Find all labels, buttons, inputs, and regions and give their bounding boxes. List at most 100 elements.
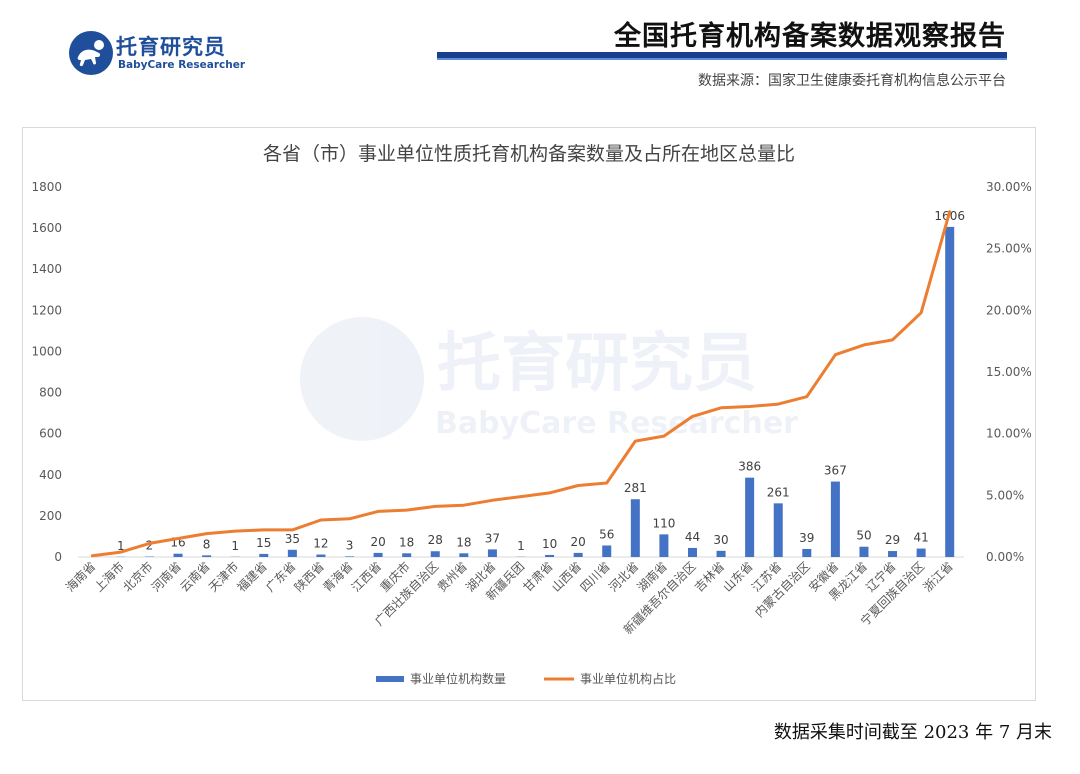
ratio-line [90, 210, 952, 558]
y-left-tick-label: 1800 [31, 180, 62, 194]
footnote: 数据采集时间截至 2023 年 7 月末 [773, 722, 1052, 743]
x-tick-label: 天津市 [205, 559, 241, 595]
bar-value-label: 10 [542, 537, 557, 551]
x-tick-label: 广东省 [263, 559, 298, 594]
bar [659, 534, 669, 557]
bar-value-label: 35 [285, 532, 300, 546]
brand-subtitle: BabyCare Researcher [118, 59, 246, 71]
bar [345, 556, 355, 557]
watermark-logo-icon [300, 317, 424, 441]
bar-value-label: 2 [146, 539, 154, 553]
chart-title: 各省（市）事业单位性质托育机构备案数量及占所在地区总量比 [263, 143, 795, 165]
y-left-tick-label: 400 [39, 468, 62, 482]
bar-value-label: 1 [517, 539, 525, 553]
bar [173, 553, 183, 557]
bar-value-label: 30 [713, 533, 728, 547]
y-left-tick-label: 1000 [31, 344, 62, 358]
x-tick-label: 山东省 [720, 559, 755, 594]
bar [830, 481, 840, 557]
x-tick-label: 北京市 [119, 559, 155, 595]
bar-value-label: 39 [799, 531, 814, 545]
y-right-tick-label: 20.00% [986, 303, 1032, 317]
bar-value-label: 281 [624, 481, 647, 495]
bar [545, 554, 555, 557]
bar [202, 555, 212, 557]
bar-value-label: 18 [399, 535, 414, 549]
watermark-name: 托育研究员 [437, 327, 757, 401]
bar [316, 554, 326, 557]
bar-value-label: 18 [456, 535, 471, 549]
bar [716, 550, 726, 557]
bar [287, 549, 297, 557]
baby-crawling-icon [69, 31, 113, 75]
bar-value-label: 261 [767, 485, 790, 499]
y-left-tick-label: 600 [39, 427, 62, 441]
bar [859, 546, 869, 557]
watermark: 托育研究员 BabyCare Researcher [300, 317, 798, 441]
legend-bar-label: 事业单位机构数量 [410, 671, 506, 686]
data-source: 数据来源：国家卫生健康委托育机构信息公示平台 [698, 73, 1006, 89]
bar [745, 477, 755, 557]
x-tick-label: 甘肃省 [520, 559, 555, 594]
bar [802, 548, 812, 557]
combo-chart: 托育研究员 BabyCare Researcher 各省（市）事业单位性质托育机构备… [31, 143, 1032, 686]
title-underline [437, 52, 1007, 58]
bar-value-label: 15 [256, 536, 271, 550]
bar [487, 549, 497, 557]
y-left-tick-label: 1400 [31, 262, 62, 276]
x-tick-label: 山西省 [549, 559, 584, 594]
x-tick-label: 河北省 [606, 559, 641, 594]
bar [773, 503, 783, 557]
bar-value-label: 386 [738, 460, 761, 474]
bar [945, 226, 955, 557]
bar [573, 552, 583, 557]
bar-value-label: 8 [203, 537, 211, 551]
legend-line-label: 事业单位机构占比 [580, 671, 676, 686]
y-left-tick-label: 0 [54, 550, 62, 564]
bar-value-label: 50 [856, 529, 871, 543]
bar-value-label: 367 [824, 464, 847, 478]
title-underline-accent [437, 58, 1007, 60]
bar [687, 547, 697, 557]
bar-value-label: 29 [885, 533, 900, 547]
legend-bar-swatch [376, 676, 404, 682]
x-tick-label: 贵州省 [435, 559, 470, 594]
bar-value-label: 1 [231, 539, 239, 553]
x-tick-label: 云南省 [177, 559, 213, 595]
x-tick-label: 吉林省 [692, 559, 727, 594]
x-tick-label: 上海市 [91, 559, 127, 595]
bar-value-label: 12 [313, 537, 328, 551]
x-tick-label: 青海省 [320, 559, 356, 595]
y-right-tick-label: 30.00% [986, 180, 1032, 194]
bar-value-label: 37 [485, 531, 500, 545]
y-right-tick-label: 15.00% [986, 365, 1032, 379]
brand-name: 托育研究员 [116, 35, 226, 59]
y-right-tick-label: 0.00% [986, 550, 1024, 564]
bar [373, 552, 383, 557]
report-title: 全国托育机构备案数据观察报告 [614, 21, 1006, 52]
y-left-tick-label: 1600 [31, 221, 62, 235]
x-tick-label: 河南省 [148, 559, 184, 595]
x-tick-label: 江西省 [349, 559, 384, 594]
bar-value-label: 28 [428, 533, 443, 547]
bar-value-label: 56 [599, 527, 614, 541]
bar [430, 551, 440, 557]
bar-value-label: 3 [346, 538, 354, 552]
x-tick-label: 四川省 [577, 559, 612, 594]
brand: 托育研究员 BabyCare Researcher [68, 30, 268, 76]
y-left-tick-label: 800 [39, 386, 62, 400]
bar [916, 548, 926, 557]
bar-value-label: 1 [117, 539, 125, 553]
y-left-tick-label: 1200 [31, 303, 62, 317]
y-right-tick-label: 10.00% [986, 427, 1032, 441]
bar-value-label: 41 [913, 531, 928, 545]
bar [888, 551, 898, 557]
bar-value-label: 44 [685, 530, 700, 544]
bar [459, 553, 469, 557]
bar-value-label: 20 [571, 535, 586, 549]
bar-value-label: 110 [652, 516, 675, 530]
x-tick-label: 福建省 [234, 559, 270, 595]
y-right-tick-label: 25.00% [986, 242, 1032, 256]
bar [630, 499, 640, 557]
bar [259, 553, 269, 557]
